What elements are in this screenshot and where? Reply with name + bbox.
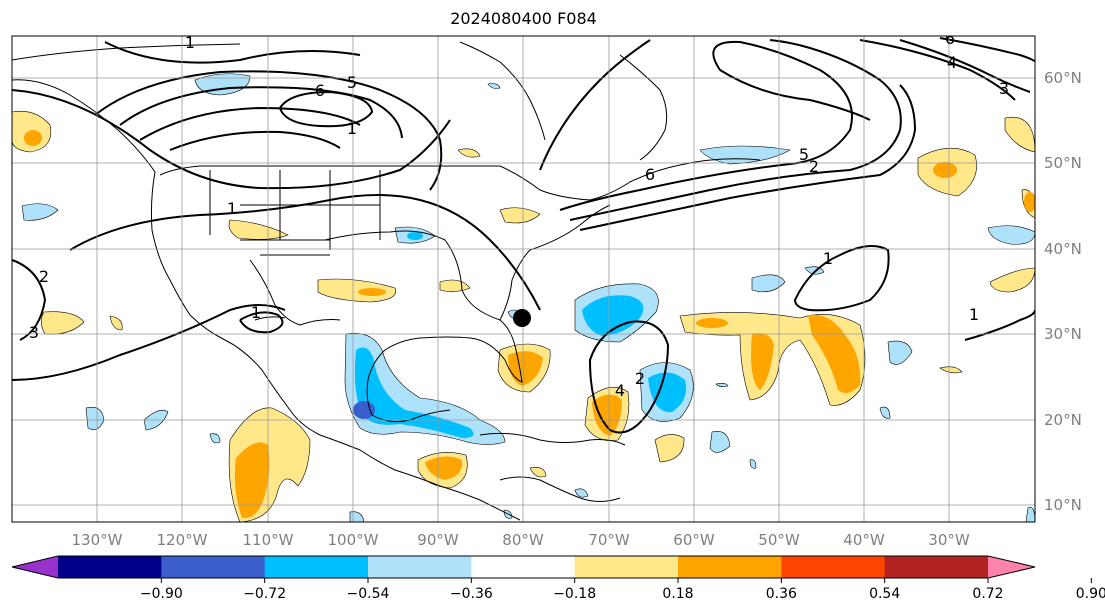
colorbar-segment	[58, 556, 162, 578]
contour-label: 2	[635, 369, 645, 388]
contour-label: 3	[999, 79, 1009, 98]
colorbar-segment	[368, 556, 472, 578]
colorbar-segment	[884, 556, 989, 578]
colorbar-tick-label: 0.36	[766, 586, 797, 602]
lon-label: 70°W	[588, 531, 630, 549]
lon-label: 130°W	[72, 531, 123, 549]
lon-label: 120°W	[157, 531, 208, 549]
storm-center-marker	[513, 309, 531, 327]
contour-label: 1	[969, 305, 979, 324]
map-border	[11, 35, 1036, 523]
lon-label: 60°W	[673, 531, 715, 549]
colorbar-segment	[678, 556, 782, 578]
contour-label: 1	[185, 33, 195, 52]
coastlines	[12, 41, 761, 521]
map-area	[12, 36, 1035, 522]
colorbar-tick-label: 0.72	[972, 586, 1003, 602]
contour-label: 1	[251, 303, 261, 322]
colorbar-tick-label: −0.36	[450, 586, 493, 602]
colorbar	[11, 555, 1036, 579]
lat-label: 50°N	[1044, 154, 1082, 172]
contour-label: 3	[29, 323, 39, 342]
contour-label: 5	[347, 73, 357, 92]
map-title: 2024080400 F084	[450, 9, 597, 28]
contour-lines	[12, 37, 1035, 434]
contour-label: 1	[347, 119, 357, 138]
colorbar-segment	[471, 556, 576, 578]
lon-label: 110°W	[243, 531, 294, 549]
colorbar-ticks: −0.90 −0.72 −0.54 −0.36 −0.18 0.18 0.36 0.54 0.7…	[140, 578, 1105, 602]
contour-label: 1	[823, 249, 833, 268]
colorbar-tick-label: 0.90	[1076, 586, 1105, 602]
contour-label: 4	[615, 381, 625, 400]
colorbar-tick-label: 0.54	[869, 586, 900, 602]
lat-label: 20°N	[1044, 411, 1082, 429]
lon-label: 50°W	[758, 531, 800, 549]
colorbar-segment	[264, 556, 369, 578]
colorbar-low-extension	[12, 556, 58, 578]
contour-label: 4	[947, 53, 957, 72]
contour-label: 2	[39, 267, 49, 286]
contour-label: 1	[227, 199, 237, 218]
colorbar-high-extension	[988, 556, 1035, 578]
contour-label: 5	[799, 145, 809, 164]
colorbar-outline	[11, 555, 1036, 579]
lon-label: 90°W	[417, 531, 459, 549]
graticule	[12, 36, 1035, 522]
lon-label: 40°W	[843, 531, 885, 549]
lat-label: 60°N	[1044, 69, 1082, 87]
colorbar-tick-label: −0.72	[243, 586, 286, 602]
lat-label: 30°N	[1044, 325, 1082, 343]
lat-label: 10°N	[1044, 496, 1082, 514]
contour-label: 6	[315, 81, 325, 100]
lon-label: 100°W	[328, 531, 379, 549]
latitude-labels: 60°N 50°N 40°N 30°N 20°N 10°N	[1044, 69, 1082, 514]
colorbar-segment	[161, 556, 266, 578]
lon-label: 30°W	[928, 531, 970, 549]
colorbar-segment	[574, 556, 679, 578]
colorbar-tick-label: −0.90	[140, 586, 183, 602]
colorbar-tick-label: −0.54	[347, 586, 390, 602]
colorbar-segment	[781, 556, 886, 578]
lat-label: 40°N	[1044, 240, 1082, 258]
contour-label: 6	[945, 29, 955, 48]
colorbar-tick-label: −0.18	[553, 586, 596, 602]
lon-label: 80°W	[502, 531, 544, 549]
colorbar-tick-label: 0.18	[662, 586, 693, 602]
contour-label: 6	[645, 165, 655, 184]
longitude-labels: 130°W 120°W 110°W 100°W 90°W 80°W 70°W 60°W 50°W…	[72, 531, 970, 549]
contour-label: 2	[809, 157, 819, 176]
